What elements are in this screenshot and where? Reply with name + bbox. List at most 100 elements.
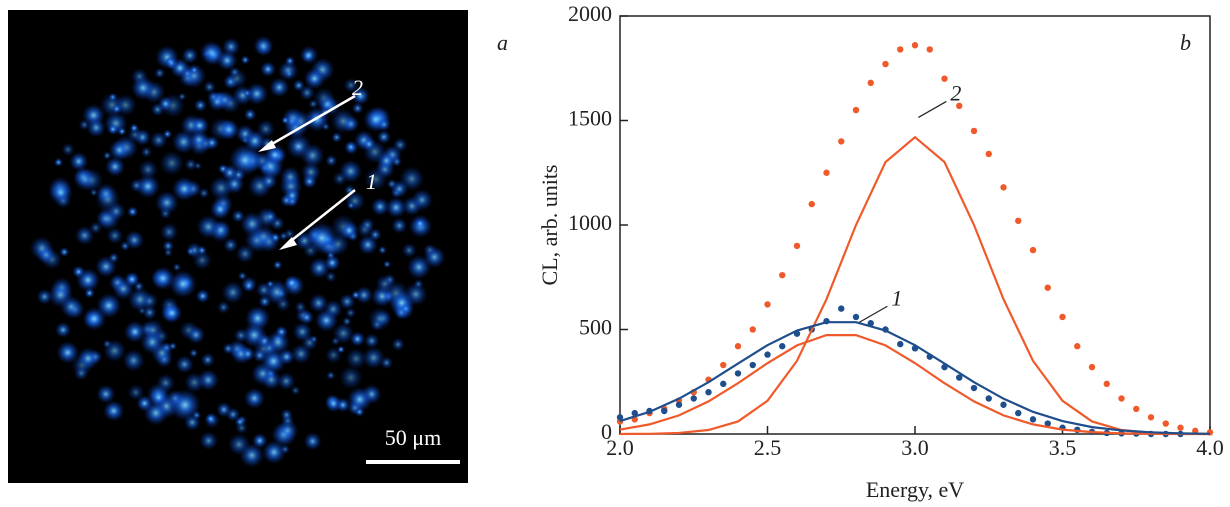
data-point [1118, 395, 1125, 402]
spot [150, 102, 165, 117]
x-tick-label: 4.0 [1196, 435, 1224, 460]
spot [239, 443, 265, 468]
x-tick-label: 2.5 [754, 435, 782, 460]
spot [345, 347, 367, 370]
spot [361, 136, 377, 152]
spot [324, 254, 341, 271]
spot [300, 143, 325, 168]
spot [276, 419, 299, 442]
spot [138, 159, 158, 180]
spot [163, 247, 173, 258]
bright-spot [76, 268, 100, 292]
spot [326, 370, 336, 381]
bright-spot [169, 270, 197, 298]
data-point [838, 305, 845, 312]
spot [108, 139, 131, 161]
data-point [970, 127, 978, 135]
spot [223, 237, 239, 253]
arrow [264, 94, 356, 150]
spot [221, 281, 245, 304]
spot [175, 355, 194, 374]
spot [198, 187, 210, 199]
bright-spot [169, 389, 201, 421]
data-point [1133, 405, 1140, 413]
bright-spot [306, 222, 338, 254]
data-point [1059, 313, 1066, 321]
data-point [734, 370, 742, 377]
spot [354, 285, 374, 305]
spot [281, 116, 290, 125]
spot [290, 385, 301, 396]
spot [279, 166, 301, 188]
data-point [690, 395, 697, 402]
spot [240, 55, 250, 65]
data-point [970, 384, 978, 392]
spot [243, 387, 266, 409]
spot [284, 69, 294, 79]
spot [199, 431, 218, 451]
spot [124, 230, 145, 250]
y-tick-label: 1000 [568, 210, 612, 235]
data-point [808, 200, 815, 208]
spot [123, 271, 141, 288]
spot [106, 227, 124, 245]
spot [56, 341, 80, 364]
spot [129, 123, 139, 133]
data-point [897, 340, 904, 348]
spot [325, 270, 337, 283]
marker-label: 2 [352, 75, 363, 100]
spot [339, 220, 359, 241]
data-point [749, 361, 756, 369]
spot [338, 293, 356, 310]
spot [171, 176, 197, 202]
data-point [675, 401, 683, 408]
spot [159, 150, 185, 176]
annotation-leader [918, 100, 947, 118]
spot [260, 61, 276, 78]
spot [278, 348, 295, 365]
spot [203, 80, 216, 94]
data-point [734, 343, 742, 350]
spot [423, 245, 446, 269]
spot [332, 171, 348, 187]
spot [264, 279, 290, 305]
spot [181, 46, 199, 64]
spot [123, 320, 147, 344]
spot [411, 188, 433, 211]
spot [186, 325, 206, 345]
spot [270, 232, 281, 243]
spot [53, 157, 64, 167]
spot [200, 352, 215, 367]
data-point [1147, 414, 1155, 421]
data-point [926, 46, 933, 53]
spot [130, 75, 156, 101]
spot [89, 221, 103, 235]
data-point [720, 380, 727, 388]
spot [86, 117, 106, 138]
x-tick-label: 3.0 [901, 435, 929, 460]
spot [283, 228, 296, 240]
data-point [823, 169, 830, 176]
data-point [661, 407, 668, 415]
spot [95, 209, 115, 228]
spot [351, 290, 361, 300]
spot [265, 330, 291, 355]
data-point [1000, 184, 1007, 191]
spot [251, 224, 276, 249]
spot [290, 343, 312, 365]
spot [141, 292, 159, 310]
curve [619, 334, 1210, 436]
spot [114, 93, 137, 117]
spot [385, 196, 407, 219]
data-point [1015, 217, 1022, 225]
y-tick-label: 1500 [568, 106, 612, 131]
spot [252, 348, 267, 363]
spot [325, 154, 338, 167]
spot [262, 440, 286, 465]
spot [292, 321, 313, 342]
spot [154, 67, 166, 79]
data-point [985, 395, 992, 402]
spot [102, 151, 112, 160]
spot [390, 179, 409, 198]
